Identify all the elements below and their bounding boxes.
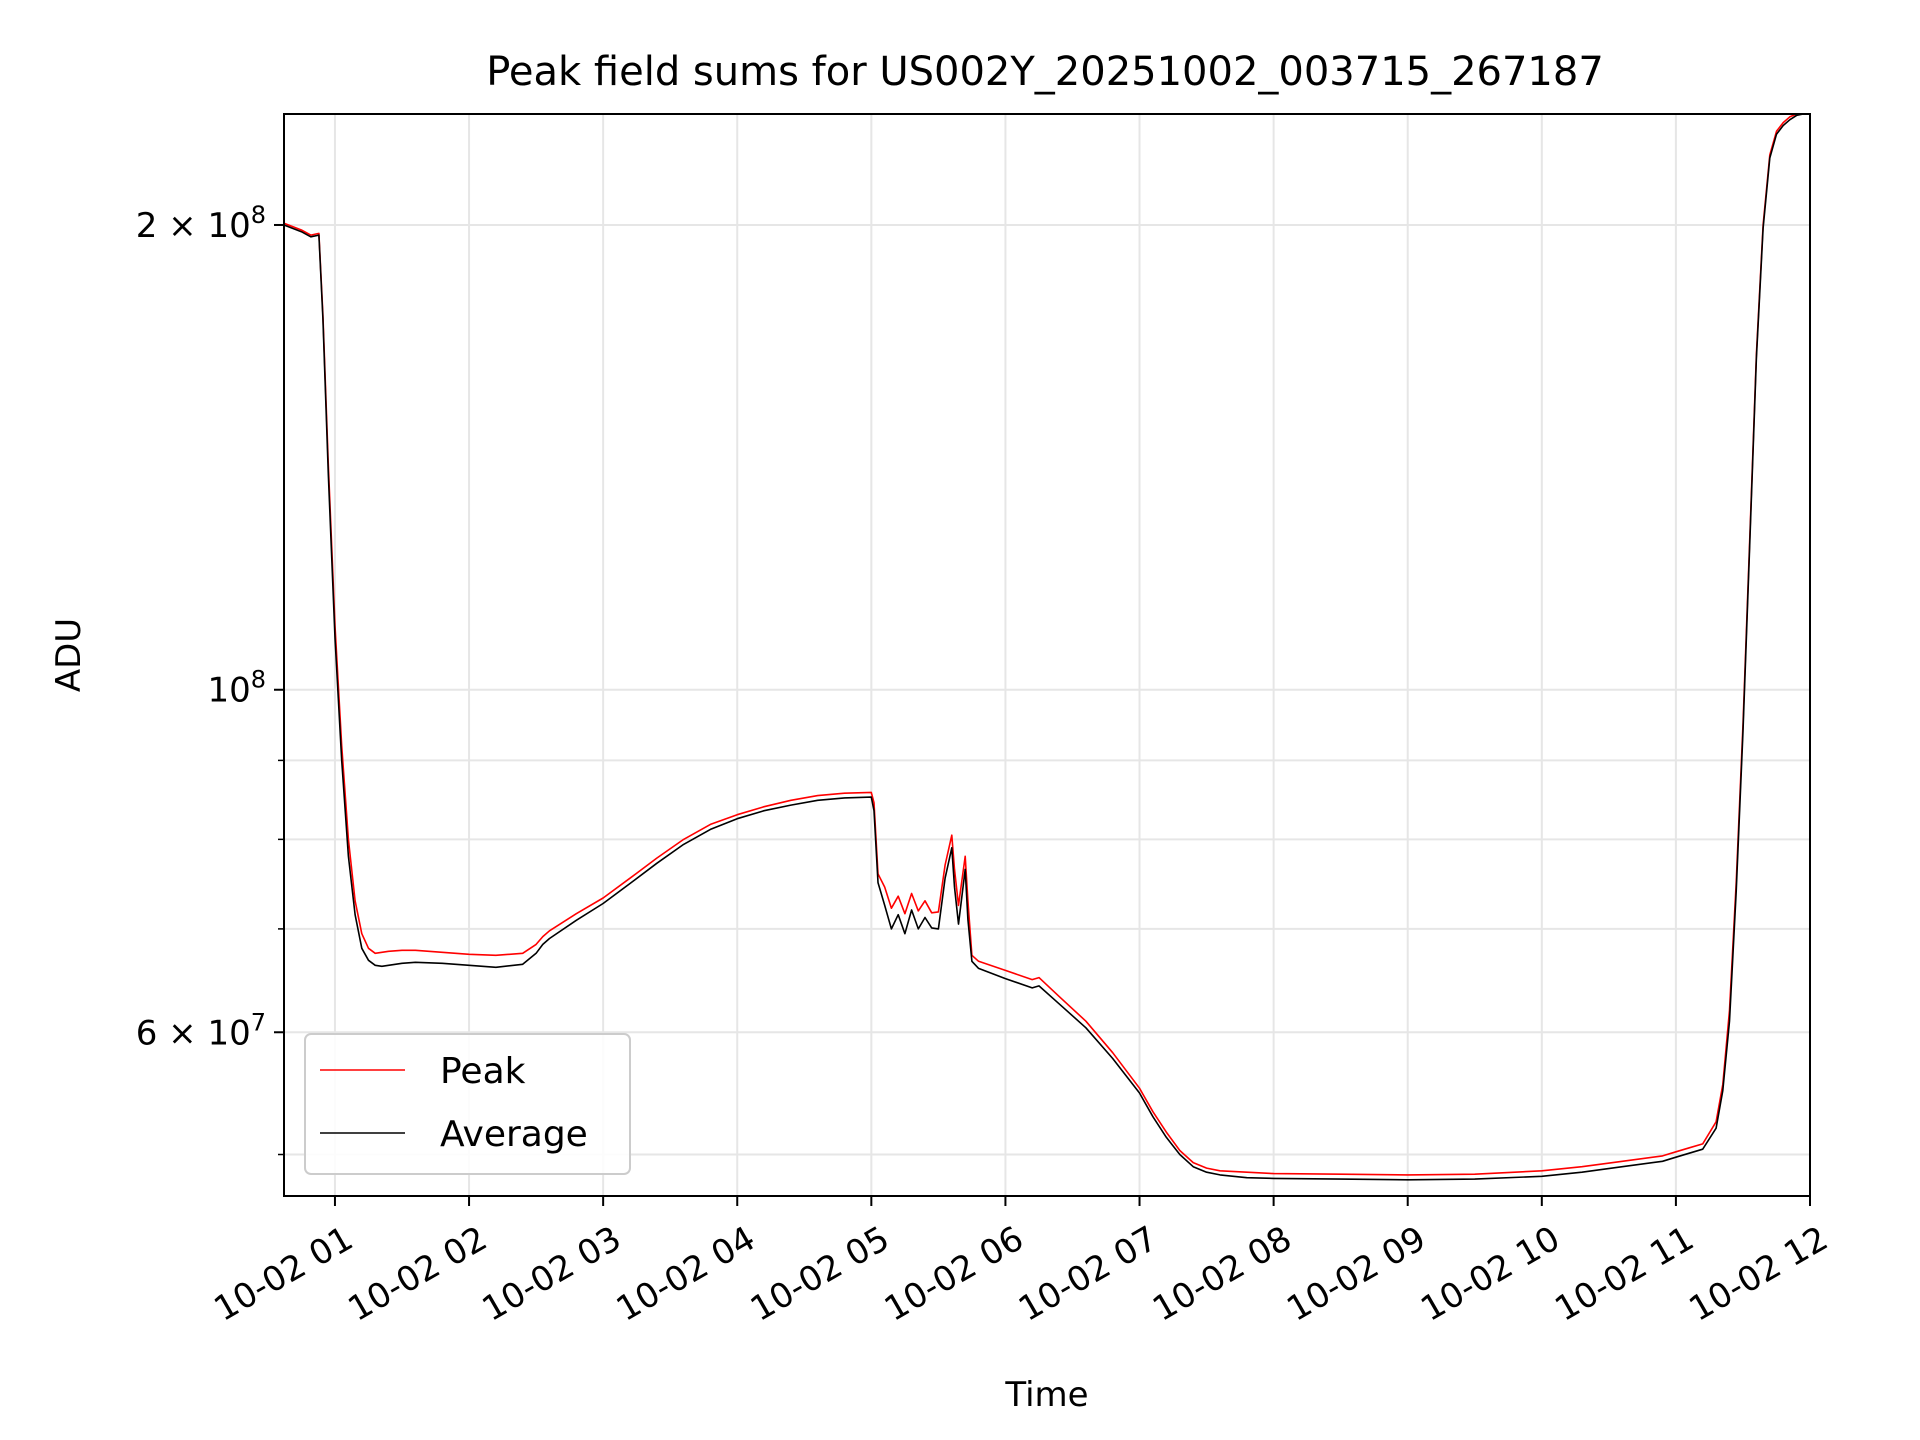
legend-peak-label: Peak xyxy=(440,1051,526,1092)
y-tick-label: 108 xyxy=(207,666,266,711)
plot-frame xyxy=(283,113,1811,1197)
series-line-average xyxy=(284,114,1810,1181)
chart-title: Peak field sums for US002Y_20251002_0037… xyxy=(486,49,1604,95)
legend: Peak Average xyxy=(304,1033,631,1175)
y-axis-label: ADU xyxy=(49,618,89,692)
series-line-peak xyxy=(284,114,1810,1176)
legend-box xyxy=(304,1033,631,1175)
legend-average-label: Average xyxy=(440,1114,588,1155)
y-tick-label: 6 × 107 xyxy=(136,1008,266,1053)
y-axis-ticks: 2 × 108 108 6 × 107 xyxy=(136,201,284,1156)
y-tick-label: 2 × 108 xyxy=(136,201,266,246)
x-axis-label: Time xyxy=(1004,1375,1088,1415)
series-layer xyxy=(284,114,1810,1181)
